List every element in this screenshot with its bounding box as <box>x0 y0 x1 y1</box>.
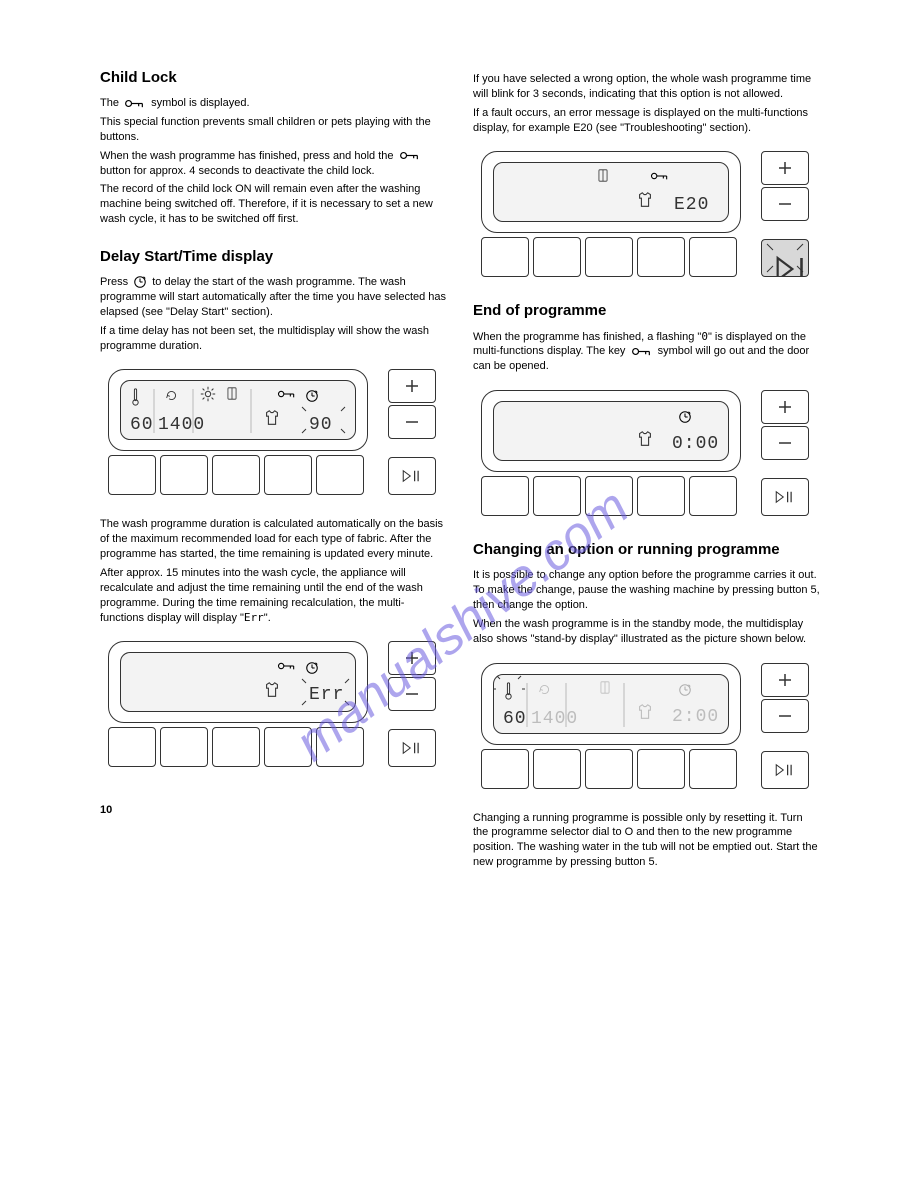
right-p2: If a fault occurs, an error message is d… <box>473 106 820 136</box>
key-icon <box>124 98 146 109</box>
minus-button[interactable] <box>761 426 809 460</box>
standby-temp: 60 <box>503 709 527 729</box>
child-lock-p3: When the wash programme has finished, pr… <box>100 149 447 179</box>
minus-button[interactable] <box>388 677 436 711</box>
panel-button[interactable] <box>160 727 208 767</box>
panel-button[interactable] <box>481 476 529 516</box>
child-lock-p4: The record of the child lock ON will rem… <box>100 182 447 227</box>
panel-button[interactable] <box>481 749 529 789</box>
panel-button[interactable] <box>637 476 685 516</box>
delay-heading: Delay Start/Time display <box>100 247 447 267</box>
end-p1: When the programme has finished, a flash… <box>473 330 820 375</box>
changing-heading: Changing an option or running programme <box>473 540 820 560</box>
play-pause-button[interactable] <box>761 239 809 277</box>
changing-p1: It is possible to change any option befo… <box>473 568 820 613</box>
minus-button[interactable] <box>761 699 809 733</box>
play-pause-button[interactable] <box>761 478 809 516</box>
temp-value: 60 <box>130 415 154 435</box>
error-code: E20 <box>674 195 709 215</box>
changing-p2: When the wash programme is in the standb… <box>473 617 820 647</box>
text: 0 <box>701 330 708 343</box>
panel-button[interactable] <box>212 727 260 767</box>
panel-button[interactable] <box>689 476 737 516</box>
panel-button[interactable] <box>585 476 633 516</box>
panel-err: Err <box>100 635 447 775</box>
child-lock-p1: The symbol is displayed. <box>100 96 447 111</box>
panel-button[interactable] <box>689 237 737 277</box>
panel-button[interactable] <box>533 476 581 516</box>
panel-button[interactable] <box>108 455 156 495</box>
end-heading: End of programme <box>473 301 820 321</box>
panel-button[interactable] <box>264 455 312 495</box>
err-label: Err <box>309 685 344 705</box>
panel-button[interactable] <box>316 727 364 767</box>
panel-button[interactable] <box>316 455 364 495</box>
panel-button[interactable] <box>212 455 260 495</box>
minus-button[interactable] <box>388 405 436 439</box>
clock-icon <box>133 275 147 289</box>
spin-value: 1400 <box>158 415 205 435</box>
panel-button[interactable] <box>637 749 685 789</box>
plus-button[interactable] <box>388 369 436 403</box>
delay-p1: Press to delay the start of the wash pro… <box>100 275 447 320</box>
text: The <box>100 97 122 109</box>
delay-p2: If a time delay has not been set, the mu… <box>100 324 447 354</box>
panel-button[interactable] <box>585 749 633 789</box>
left-column: Child Lock The symbol is displayed. This… <box>100 68 447 874</box>
panel-end: 0:00 <box>473 384 820 524</box>
right-p1: If you have selected a wrong option, the… <box>473 72 820 102</box>
play-pause-button[interactable] <box>388 729 436 767</box>
right-column: If you have selected a wrong option, the… <box>473 68 820 874</box>
delay-p3: The wash programme duration is calculate… <box>100 517 447 562</box>
panel-button[interactable] <box>264 727 312 767</box>
panel-e20: E20 <box>473 145 820 285</box>
child-lock-p2: This special function prevents small chi… <box>100 115 447 145</box>
panel-button[interactable] <box>689 749 737 789</box>
child-lock-heading: Child Lock <box>100 68 447 88</box>
plus-button[interactable] <box>761 151 809 185</box>
play-pause-button[interactable] <box>388 457 436 495</box>
changing-p3: Changing a running programme is possible… <box>473 811 820 870</box>
text: Press <box>100 276 131 288</box>
text: symbol is displayed. <box>151 97 249 109</box>
text: ". <box>264 612 271 624</box>
svg-text:2:00: 2:00 <box>672 707 719 727</box>
key-icon <box>399 150 421 161</box>
play-pause-button[interactable] <box>761 751 809 789</box>
panel-button[interactable] <box>108 727 156 767</box>
text: to delay the start of the wash programme… <box>100 276 446 318</box>
panel-button[interactable] <box>160 455 208 495</box>
key-icon <box>631 346 653 357</box>
text: button for approx. 4 seconds to deactiva… <box>100 165 375 177</box>
panel-button[interactable] <box>481 237 529 277</box>
panel-button[interactable] <box>533 237 581 277</box>
plus-button[interactable] <box>761 663 809 697</box>
plus-button[interactable] <box>761 390 809 424</box>
minus-button[interactable] <box>761 187 809 221</box>
panel-button[interactable] <box>585 237 633 277</box>
panel-standby: 60 1400 2:00 <box>473 657 820 797</box>
svg-text:1400: 1400 <box>531 709 578 729</box>
page-number: 10 <box>100 803 447 818</box>
panel-button[interactable] <box>637 237 685 277</box>
panel-delay-start: 60 1400 90 <box>100 363 447 503</box>
text: When the wash programme has finished, pr… <box>100 150 397 162</box>
delay-p4: After approx. 15 minutes into the wash c… <box>100 566 447 625</box>
plus-button[interactable] <box>388 641 436 675</box>
delay-value: 90 <box>309 415 333 435</box>
panel-button[interactable] <box>533 749 581 789</box>
text: When the programme has finished, a flash… <box>473 331 701 343</box>
end-time: 0:00 <box>672 434 719 454</box>
